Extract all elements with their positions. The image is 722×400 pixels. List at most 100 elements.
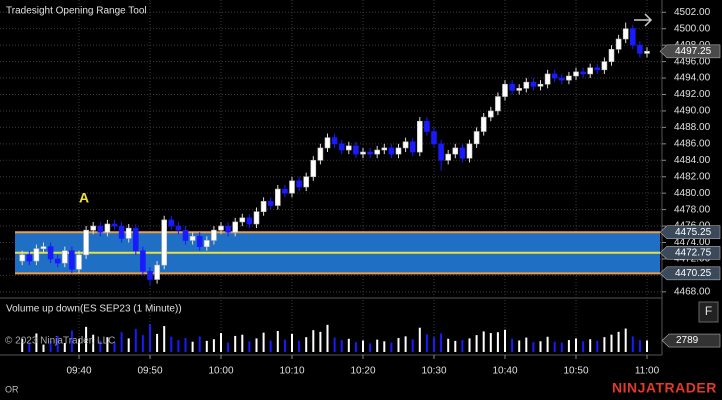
volume-bar — [518, 340, 521, 352]
candle-body — [601, 61, 608, 71]
volume-bar — [475, 335, 478, 352]
volume-bar — [241, 334, 244, 352]
candle-body — [76, 254, 82, 270]
volume-bar — [589, 339, 592, 352]
volume-bar — [326, 324, 329, 352]
volume-bar — [546, 336, 549, 352]
candle-body — [147, 270, 153, 280]
volume-bar — [220, 333, 222, 352]
candle-body — [204, 240, 210, 247]
candle-body — [502, 83, 508, 97]
volume-bar — [454, 340, 457, 352]
volume-bar — [170, 336, 173, 352]
volume-bar — [362, 340, 364, 352]
volume-bar — [496, 332, 499, 352]
volume-bar — [638, 340, 641, 352]
y-tick-label: 4494.00 — [674, 73, 711, 84]
candle-body — [615, 38, 622, 50]
volume-bar — [28, 343, 31, 352]
volume-bar — [312, 330, 315, 352]
candle-body — [608, 48, 615, 62]
scroll-arrow[interactable] — [634, 13, 653, 27]
candle-body — [140, 250, 146, 272]
volume-bar — [404, 336, 407, 352]
volume-bar — [156, 333, 159, 352]
volume-bar — [340, 340, 343, 352]
y-tick-label: 4486.00 — [674, 138, 711, 149]
volume-bar — [504, 329, 506, 352]
candle-body — [594, 67, 601, 71]
candle-body — [104, 223, 111, 233]
candle-body — [33, 248, 40, 262]
button[interactable] — [698, 301, 719, 323]
candle-body — [289, 180, 295, 194]
candle-body — [225, 225, 231, 233]
range-low-marker-label: 4470.25 — [675, 268, 712, 279]
volume-bar — [298, 340, 301, 352]
candle-body — [353, 145, 359, 155]
candle-body — [232, 221, 238, 233]
candle-body — [566, 75, 572, 81]
volume-bar — [248, 341, 251, 352]
y-tick-label: 4500.00 — [674, 23, 711, 34]
candle-body — [97, 225, 104, 233]
candle-body — [267, 201, 274, 206]
volume-bar — [163, 326, 166, 352]
volume-bar — [525, 337, 528, 352]
volume-bar — [319, 331, 322, 352]
volume-bar — [149, 324, 151, 352]
volume-marker-label: 2789 — [676, 335, 699, 346]
volume-bar — [411, 339, 414, 352]
candle-body — [69, 250, 75, 270]
volume-bar — [227, 342, 230, 352]
volume-bar — [418, 327, 421, 352]
plot: 4468.004470.004472.004474.004476.004478.… — [0, 0, 721, 377]
volume-bar — [447, 338, 450, 352]
candle-body — [580, 71, 586, 75]
candle-body — [495, 96, 501, 112]
x-tick-label: 10:40 — [492, 366, 517, 377]
volume-bar — [113, 342, 116, 352]
y-tick-label: 4492.00 — [674, 89, 711, 100]
volume-bar — [440, 333, 443, 352]
volume-bar — [63, 342, 66, 352]
y-tick-label: 4480.00 — [674, 188, 711, 199]
candle-body — [530, 81, 537, 87]
volume-bar — [276, 331, 279, 352]
candle-body — [310, 159, 317, 178]
volume-bar — [624, 328, 627, 352]
volume-bar — [539, 341, 542, 352]
volume-bar — [305, 337, 308, 352]
candle-body — [374, 149, 381, 155]
y-tick-label: 4478.00 — [674, 204, 711, 215]
candle-body — [587, 67, 594, 75]
volume-bar — [35, 333, 38, 352]
volume-bar — [575, 338, 577, 352]
candle-body — [345, 145, 352, 151]
chart-title: Tradesight Opening Range Tool — [6, 6, 147, 17]
y-tick-label: 4502.00 — [674, 7, 711, 18]
volume-bar — [567, 340, 570, 352]
candle-body — [296, 180, 302, 188]
candle-body — [182, 229, 189, 241]
candle-body — [196, 236, 203, 247]
volume-bar — [120, 332, 123, 352]
volume-bar — [383, 341, 386, 352]
volume-bar — [482, 331, 485, 352]
candle-body — [516, 88, 523, 91]
volume-bar — [212, 339, 215, 352]
volume-bar — [511, 338, 514, 352]
volume-bar — [234, 335, 237, 352]
volume-bar — [184, 338, 187, 352]
volume-title: Volume up down(ES SEP23 (1 Minute)) — [6, 304, 182, 315]
candle-body — [409, 141, 416, 153]
x-tick-label: 10:10 — [279, 366, 304, 377]
button-label[interactable]: F — [705, 304, 712, 318]
volume-bar — [596, 340, 599, 352]
candle-body — [211, 229, 217, 241]
candle-body — [416, 120, 423, 153]
x-tick-label: 09:40 — [66, 366, 91, 377]
volume-bar — [70, 330, 73, 352]
volume-bar — [631, 336, 634, 352]
